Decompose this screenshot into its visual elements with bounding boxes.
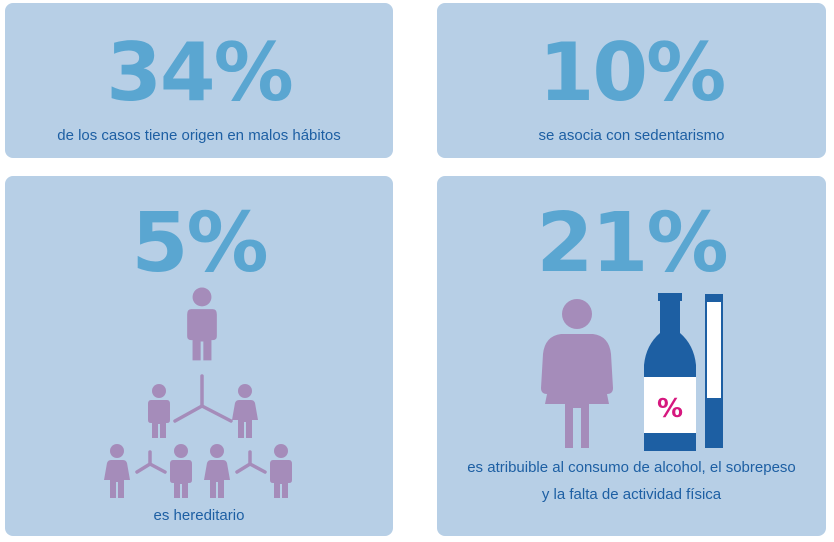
family-tree-icon [104, 287, 292, 498]
stat-caption-line1: es atribuible al consumo de alcohol, el … [467, 459, 796, 476]
stat-value: 34% [106, 26, 293, 119]
bottle-icon: % [644, 293, 696, 451]
bottle-label: % [657, 394, 683, 424]
stat-value: 21% [536, 196, 728, 291]
glass-level-icon [705, 294, 723, 448]
stat-card-bad-habits: 34% de los casos tiene origen en malos h… [5, 3, 393, 158]
stat-value: 5% [131, 196, 268, 291]
stat-card-lifestyle: 21% % es atribuible al consumo de alcoho… [437, 176, 826, 536]
stat-card-hereditary: 5% [5, 176, 393, 536]
stat-card-sedentarism: 10% se asocia con sedentarismo [437, 3, 826, 158]
stat-caption: se asocia con sedentarismo [538, 127, 725, 144]
stat-value: 10% [538, 26, 726, 119]
overweight-person-icon [541, 299, 613, 448]
stat-caption: de los casos tiene origen en malos hábit… [57, 127, 341, 144]
stat-caption: es hereditario [153, 507, 245, 524]
stat-caption-line2: y la falta de actividad física [541, 486, 722, 503]
